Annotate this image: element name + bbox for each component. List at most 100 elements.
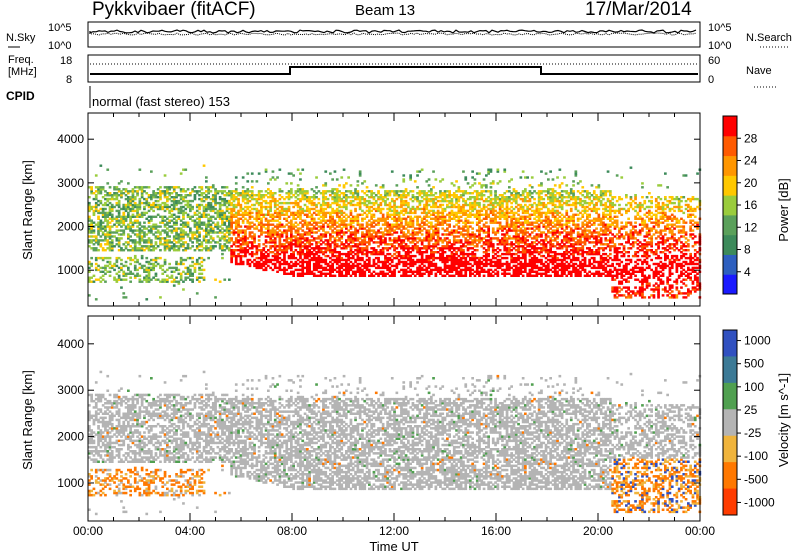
power-cell [278,243,282,246]
power-cell [496,247,500,250]
power-cell [189,274,192,277]
power-cell [404,243,408,246]
power-cell [230,201,233,205]
power-cell [462,229,465,232]
power-cell [384,243,387,246]
power-cell [363,235,367,238]
power-cell [312,231,316,234]
power-cell [443,199,447,203]
power-cell [482,199,486,203]
power-cell [234,245,238,248]
power-cell [189,239,192,242]
power-cell [308,245,311,248]
power-cell [363,199,367,203]
power-cell [432,205,435,209]
power-cell [462,225,465,228]
power-cell [271,223,275,226]
power-cell [475,270,479,273]
power-cell [262,196,266,199]
power-cell [310,201,314,205]
power-cell [315,264,318,268]
power-cell [491,213,495,216]
power-cell [172,247,176,250]
power-cell [280,245,284,248]
power-cell [471,176,474,179]
power-cell [280,251,284,254]
power-cell [514,225,518,228]
power-cell [521,251,525,254]
power-cell [189,256,192,260]
power-cell [250,180,254,183]
power-cell [397,235,401,238]
power-cell [278,233,282,236]
power-cell [400,231,403,234]
power-cell [255,207,259,211]
power-cell [335,229,339,232]
power-cell [260,262,263,266]
power-cell [163,247,167,250]
power-cell [310,272,314,275]
power-cell [416,233,419,236]
power-cell [381,184,385,187]
power-cell [205,213,208,216]
power-cell [457,209,461,213]
power-cell [427,211,431,215]
power-cell [278,266,282,270]
power-cell [138,237,142,240]
power-cell [161,280,165,283]
power-cell [521,266,525,270]
power-cell [108,260,112,264]
power-cell [322,235,325,238]
power-cell [427,229,431,232]
power-cell [338,194,341,197]
power-cell [140,247,144,250]
power-cell [244,205,247,209]
power-cell [278,168,282,171]
power-cell [441,217,445,220]
power-cell [432,243,435,246]
power-cell [354,192,357,195]
power-cell [494,264,497,268]
power-cell [455,239,458,242]
power-cell [457,203,461,207]
power-cell [439,221,442,224]
power-cell [462,197,465,201]
power-cell [452,247,456,250]
power-cell [416,196,419,199]
power-cell [464,233,468,236]
power-cell [319,272,323,275]
power-cell [514,229,518,232]
power-cell [127,268,130,272]
power-cell [345,274,348,277]
power-cell [189,217,192,220]
power-cell [409,270,412,273]
power-cell [163,215,167,218]
power-cell [457,221,461,224]
power-cell [407,254,410,258]
power-cell [400,221,403,224]
power-cell [402,213,406,216]
power-cell [485,221,488,224]
power-cell [255,211,259,215]
power-cell [491,197,495,201]
power-cell [358,172,362,175]
power-cell [108,221,112,224]
power-cell [404,264,408,268]
power-cell [404,262,408,266]
power-cell [223,223,227,226]
power-cell [345,196,348,199]
power-cell [446,194,449,197]
power-cell [278,239,282,242]
power-cell [120,278,123,281]
power-cell [439,252,442,256]
power-cell [260,197,263,201]
power-cell [299,264,302,268]
power-cell [198,243,201,246]
power-cell [255,201,259,205]
power-cell [326,190,330,193]
power-cell [230,213,233,216]
power-cell [489,274,493,277]
power-cell [117,221,121,224]
power-cell [510,221,513,224]
power-cell [319,205,323,209]
